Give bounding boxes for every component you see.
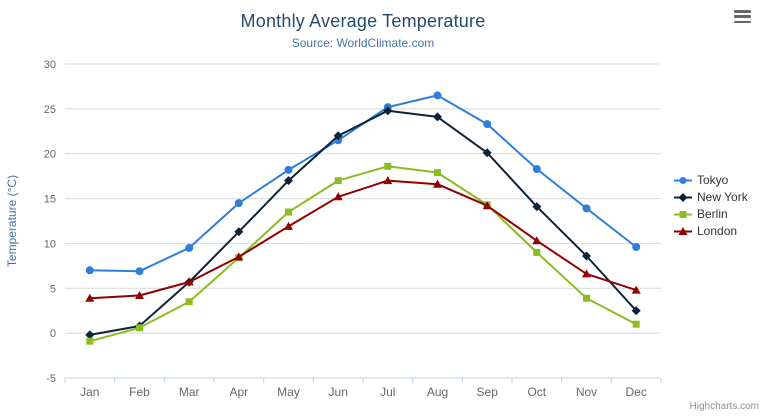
data-point-marker[interactable] [582,204,591,213]
chart-subtitle: Source: WorldClimate.com [291,36,435,50]
burger-line [734,20,751,23]
series-tokyo [85,91,641,276]
y-axis-title: Temperature (°C) [5,175,19,267]
data-point-marker [679,176,687,184]
data-point-marker[interactable] [532,202,542,212]
burger-line [734,10,751,13]
data-point-marker[interactable] [433,179,442,188]
data-point-marker[interactable] [632,243,641,251]
y-axis-label: 5 [50,283,56,295]
data-point-marker[interactable] [185,298,193,306]
x-axis-label: Apr [229,385,248,399]
y-axis-label: 20 [44,149,56,161]
data-point-marker [678,192,688,202]
y-axis-label: 30 [44,59,56,71]
x-axis-label: Nov [576,385,597,399]
data-point-marker[interactable] [632,320,640,328]
data-point-marker[interactable] [85,293,95,302]
data-point-marker[interactable] [284,165,293,174]
x-axis-label: Jun [329,385,348,399]
series-line [89,179,637,300]
chart-title: Monthly Average Temperature [240,11,486,31]
data-point-marker[interactable] [334,177,342,185]
y-axis-label: 0 [50,328,56,340]
legend-label: Berlin [697,207,728,221]
series-london [85,176,641,302]
x-axis-label: Oct [527,385,546,399]
data-point-marker[interactable] [532,165,541,173]
legend-item-berlin[interactable]: Berlin [674,207,748,221]
series-line [89,109,637,336]
data-point-marker[interactable] [482,148,492,158]
data-point-marker[interactable] [384,162,392,170]
data-point-marker [678,226,688,235]
export-menu-icon[interactable] [734,10,751,23]
data-point-marker[interactable] [284,176,293,186]
x-axis-label: Feb [129,385,150,399]
legend-label: London [697,224,738,238]
legend-item-london[interactable]: London [674,224,748,238]
data-point-marker[interactable] [85,330,95,340]
data-point-marker [679,210,687,218]
data-point-marker[interactable] [85,266,94,275]
legend-label: New York [697,190,748,204]
legend-item-new-york[interactable]: New York [674,190,748,204]
data-point-marker[interactable] [583,294,590,302]
series-line [89,94,637,273]
data-point-marker[interactable] [86,337,94,345]
data-point-marker[interactable] [631,306,641,316]
data-point-marker[interactable] [433,112,442,122]
data-point-marker[interactable] [185,243,194,252]
data-point-marker[interactable] [234,199,243,208]
data-point-marker[interactable] [582,251,591,261]
data-point-marker[interactable] [234,227,244,237]
data-point-marker[interactable] [483,120,492,129]
x-axis-label: Jul [380,385,395,399]
data-point-marker[interactable] [533,248,541,256]
data-point-marker[interactable] [434,169,441,177]
y-axis-label: 15 [44,194,56,206]
data-point-marker[interactable] [333,131,343,141]
x-axis-label: Mar [179,385,200,399]
series-line [89,165,637,343]
credits-link[interactable]: Highcharts.com [689,401,759,412]
legend-marker-icon [674,226,692,235]
data-point-marker[interactable] [184,277,194,286]
legend-marker-icon [674,210,692,218]
data-point-marker[interactable] [284,221,293,230]
data-point-marker[interactable] [234,252,244,261]
y-axis-label: 10 [44,238,56,250]
y-axis-label: 25 [44,104,56,116]
data-point-marker[interactable] [532,236,542,245]
data-point-marker[interactable] [135,267,144,276]
x-axis-label: May [277,385,300,399]
y-axis-label: -5 [46,373,56,385]
legend-marker-icon [674,176,692,184]
burger-line [734,15,751,18]
data-point-marker[interactable] [383,176,393,185]
data-point-marker[interactable] [136,324,143,332]
legend-item-tokyo[interactable]: Tokyo [674,173,748,187]
data-point-marker[interactable] [135,291,144,299]
data-point-marker[interactable] [285,208,292,216]
data-point-marker[interactable] [333,192,343,201]
x-axis-label: Dec [626,385,647,399]
legend-label: Tokyo [697,173,729,187]
data-point-marker[interactable] [383,106,393,116]
series-new-york [85,106,641,340]
x-axis-label: Sep [477,385,499,399]
x-axis-label: Aug [427,385,448,399]
data-point-marker[interactable] [582,269,591,278]
data-point-marker[interactable] [631,285,641,294]
data-point-marker[interactable] [482,201,492,210]
x-axis-label: Jan [80,385,99,399]
legend: Tokyo New York Berlin London [674,173,748,238]
legend-marker-icon [674,192,692,202]
data-point-marker[interactable] [433,91,442,100]
